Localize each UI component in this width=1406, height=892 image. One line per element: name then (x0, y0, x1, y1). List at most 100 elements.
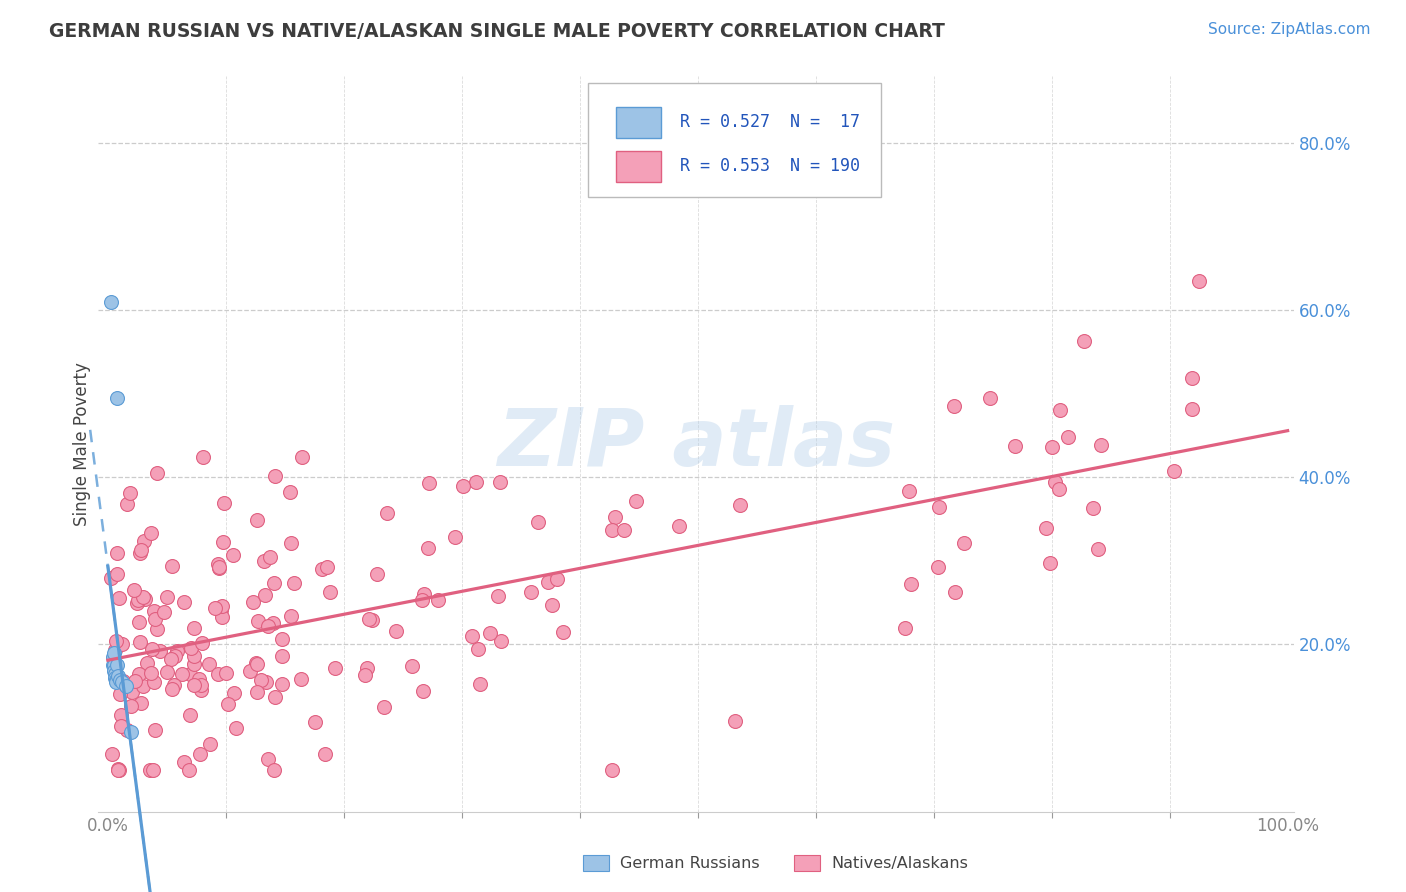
Point (198, 657, 221, 672)
Point (179, 707, 201, 722)
Point (105, 675, 128, 690)
Point (156, 591, 179, 605)
Point (108, 673, 131, 687)
Point (467, 642, 489, 657)
Point (156, 665, 179, 679)
Point (668, 519, 690, 533)
Point (103, 664, 125, 678)
Point (211, 609, 233, 624)
Point (101, 650, 124, 665)
Point (117, 497, 139, 511)
Point (139, 526, 162, 541)
Point (105, 391, 128, 405)
Point (209, 603, 232, 617)
Point (132, 533, 155, 548)
Point (103, 658, 125, 673)
Point (280, 536, 302, 550)
Point (278, 485, 301, 500)
Point (1181, 401, 1204, 416)
Text: R = 0.527  N =  17: R = 0.527 N = 17 (681, 113, 860, 131)
Point (180, 640, 202, 655)
Point (217, 697, 239, 711)
Point (486, 589, 509, 603)
Point (283, 575, 305, 590)
Point (186, 676, 208, 690)
Point (1047, 483, 1070, 497)
Text: ZIP atlas: ZIP atlas (496, 405, 896, 483)
Point (183, 648, 205, 663)
Point (111, 675, 134, 690)
Point (108, 687, 131, 701)
Point (215, 666, 238, 681)
Point (107, 763, 129, 777)
Point (170, 666, 193, 681)
Point (152, 605, 174, 619)
Point (1187, 274, 1209, 288)
Point (129, 545, 152, 559)
Text: Source: ZipAtlas.com: Source: ZipAtlas.com (1208, 22, 1371, 37)
Point (100, 571, 122, 585)
Point (118, 485, 141, 500)
Point (208, 559, 231, 574)
Point (120, 725, 142, 739)
Point (124, 674, 146, 689)
Point (107, 763, 129, 777)
Point (270, 677, 292, 691)
Point (928, 500, 950, 515)
Point (183, 678, 205, 692)
Point (246, 614, 269, 628)
Point (945, 585, 967, 599)
Point (222, 548, 245, 562)
Point (204, 601, 226, 615)
Point (122, 583, 145, 598)
Point (132, 679, 155, 693)
Point (319, 585, 342, 599)
Point (602, 523, 624, 537)
Point (256, 752, 278, 766)
Point (141, 665, 163, 680)
Point (1004, 439, 1026, 453)
Point (444, 530, 467, 544)
Point (546, 572, 568, 586)
Point (624, 494, 647, 508)
Point (1073, 334, 1095, 348)
Point (110, 637, 132, 651)
Point (239, 664, 262, 678)
Point (249, 673, 271, 687)
Point (537, 575, 560, 590)
Point (212, 535, 235, 549)
Point (128, 615, 150, 629)
Point (166, 644, 188, 658)
Point (143, 604, 166, 618)
Point (527, 515, 550, 529)
Point (101, 658, 124, 673)
Point (942, 399, 965, 413)
Point (129, 697, 152, 711)
Point (104, 666, 127, 681)
Point (271, 632, 294, 646)
Point (105, 633, 128, 648)
Point (263, 763, 285, 777)
Point (224, 686, 246, 700)
Point (139, 763, 162, 777)
Point (212, 495, 235, 509)
Point (426, 593, 449, 607)
Point (1081, 501, 1104, 516)
Point (413, 587, 436, 601)
Point (373, 699, 395, 714)
Point (728, 498, 751, 512)
Point (179, 666, 201, 681)
Point (165, 648, 187, 663)
Point (173, 595, 195, 609)
Point (190, 683, 212, 698)
Point (145, 466, 167, 480)
Point (453, 479, 475, 493)
Point (1045, 475, 1067, 489)
Point (262, 616, 284, 631)
Bar (616, 107, 661, 137)
Point (177, 763, 200, 777)
Point (375, 506, 398, 520)
Point (489, 475, 512, 489)
Point (183, 657, 205, 671)
Point (257, 619, 280, 633)
